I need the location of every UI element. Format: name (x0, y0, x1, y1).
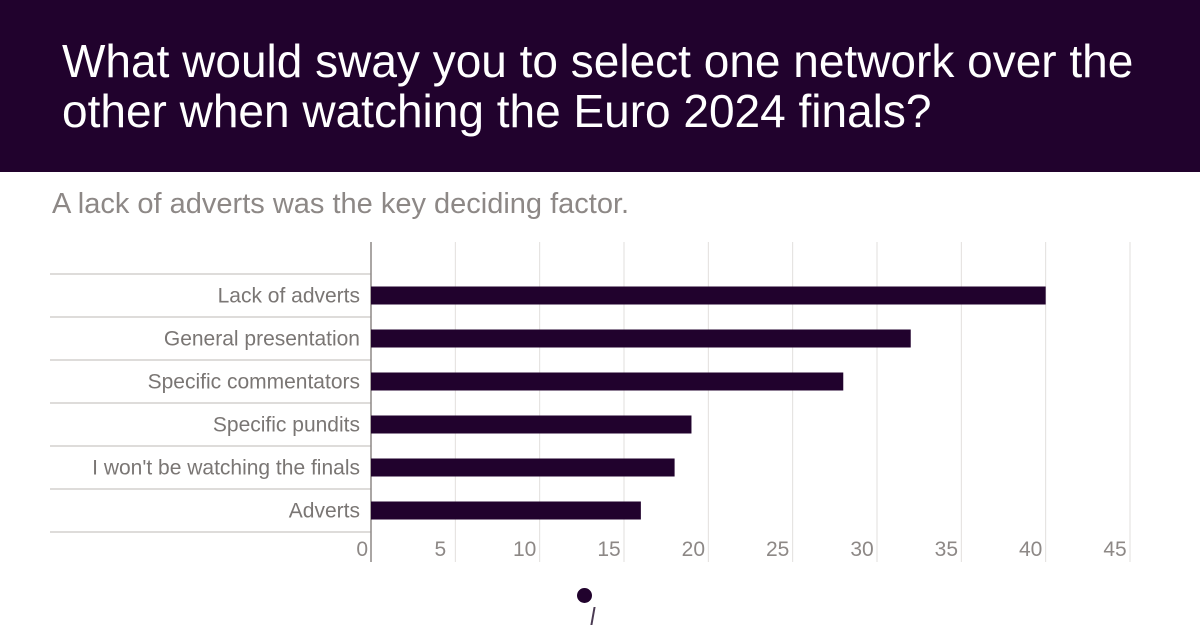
category-label: Adverts (289, 500, 360, 523)
header-banner: What would sway you to select one networ… (0, 0, 1200, 172)
x-tick-label: 30 (850, 538, 873, 561)
x-tick-label: 0 (356, 538, 368, 561)
bar (371, 372, 844, 391)
x-tick-label: 15 (597, 538, 620, 561)
bar (371, 458, 675, 477)
bar (371, 286, 1046, 305)
bar (371, 415, 692, 434)
x-tick-label: 5 (434, 538, 446, 561)
x-tick-label: 35 (935, 538, 958, 561)
category-label: Specific pundits (213, 414, 360, 437)
x-tick-label: 20 (682, 538, 705, 561)
category-label: Lack of adverts (218, 285, 360, 308)
category-label: General presentation (164, 328, 360, 351)
bar (371, 501, 641, 520)
x-tick-label: 45 (1103, 538, 1126, 561)
x-tick-label: 25 (766, 538, 789, 561)
dot-icon[interactable] (577, 588, 592, 603)
category-label: I won't be watching the finals (92, 457, 360, 480)
bar (371, 329, 911, 348)
x-tick-label: 10 (513, 538, 536, 561)
chart-subtitle: A lack of adverts was the key deciding f… (52, 188, 630, 220)
category-label: Specific commentators (148, 371, 360, 394)
x-tick-label: 40 (1019, 538, 1042, 561)
page-title: What would sway you to select one networ… (62, 35, 1134, 137)
